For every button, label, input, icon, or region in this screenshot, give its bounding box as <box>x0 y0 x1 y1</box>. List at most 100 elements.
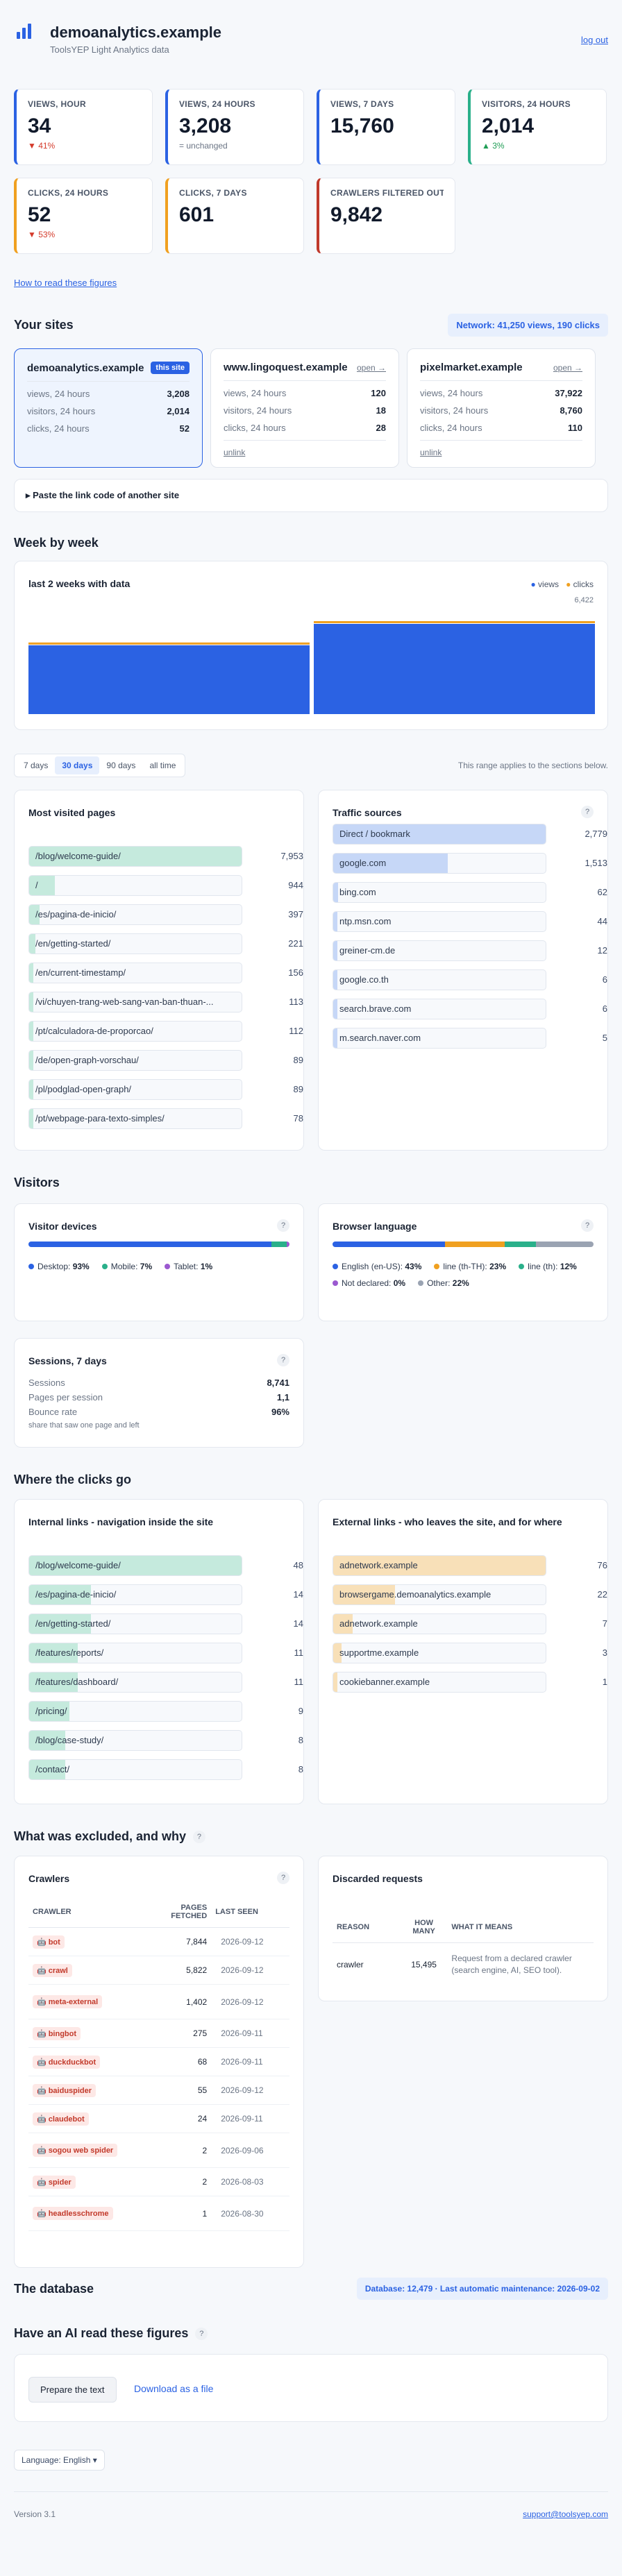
open-site-link[interactable]: open → <box>553 362 582 373</box>
bar-row[interactable]: /pl/podglad-open-graph/89 <box>28 1079 303 1100</box>
legend-item: line (th): 12% <box>519 1258 577 1275</box>
bar-row[interactable]: / 944 <box>28 875 303 896</box>
bar-row[interactable]: adnetwork.example 76 <box>333 1555 607 1576</box>
bar-row[interactable]: google.co.th 6 <box>333 969 607 990</box>
legend-pct: 0% <box>393 1278 406 1288</box>
chart-max-label: 6,422 <box>574 596 594 604</box>
site-card[interactable]: demoanalytics.example this site views, 24 … <box>14 348 203 468</box>
bar-row[interactable]: supportme.example 3 <box>333 1643 607 1663</box>
kpi-label: VISITORS, 24 HOURS <box>482 99 571 109</box>
legend-dot <box>519 1264 525 1269</box>
bar-row[interactable]: /es/pagina-de-inicio/14 <box>28 1584 303 1605</box>
bar-row[interactable]: /pricing/9 <box>28 1701 303 1722</box>
range-tab[interactable]: 30 days <box>55 756 100 774</box>
table-row: 🤖 baiduspider 55 2026-09-12 <box>28 2076 289 2105</box>
support-email-link[interactable]: support@toolsyep.com <box>523 2509 608 2519</box>
bar-fill <box>29 1109 34 1128</box>
weekly-chart-card: last 2 weeks with data ● views ● clicks … <box>14 561 608 730</box>
bar-row[interactable]: bing.com 62 <box>333 882 607 903</box>
unlink-site-link[interactable]: unlink <box>224 448 246 457</box>
help-icon[interactable]: ? <box>277 1219 289 1232</box>
range-tab[interactable]: all time <box>149 761 176 770</box>
kpi-card: VIEWS, HOUR 34 ▼ 41% <box>14 89 153 165</box>
bar-row[interactable]: adnetwork.example 7 <box>333 1613 607 1634</box>
bar-track <box>333 911 546 932</box>
bar-label: /es/pagina-de-inicio/ <box>35 1589 117 1600</box>
help-icon[interactable]: ? <box>277 1872 289 1884</box>
bar-row[interactable]: google.com 1,513 <box>333 853 607 874</box>
bar-value: 221 <box>288 938 303 949</box>
bar-row[interactable]: /contact/8 <box>28 1759 303 1780</box>
help-icon[interactable]: ? <box>192 1831 205 1843</box>
last-seen-cell: 2026-09-12 <box>221 1937 264 1947</box>
bar-row[interactable]: m.search.naver.com 5 <box>333 1028 607 1049</box>
download-file-link[interactable]: Download as a file <box>134 2383 214 2394</box>
bar-row[interactable]: greiner-cm.de 12 <box>333 940 607 961</box>
bar-row[interactable]: /blog/case-study/8 <box>28 1730 303 1751</box>
site-card[interactable]: www.lingoquest.example open → views, 24 ho… <box>210 348 399 468</box>
site-stat-label: views, 24 hours <box>27 389 90 399</box>
help-icon[interactable]: ? <box>195 2328 208 2340</box>
bar-row[interactable]: /es/pagina-de-inicio/397 <box>28 904 303 925</box>
how-to-read-link[interactable]: How to read these figures <box>14 278 117 288</box>
robot-icon: 🤖 <box>37 1998 47 2006</box>
help-icon[interactable]: ? <box>581 806 594 818</box>
bar-track <box>333 1643 546 1663</box>
bar-track <box>28 1701 242 1722</box>
bar-fill <box>29 1051 34 1070</box>
site-card[interactable]: pixelmarket.example open → views, 24 hours… <box>407 348 596 468</box>
bar-row[interactable]: search.brave.com 6 <box>333 999 607 1019</box>
bar-fill <box>29 847 242 866</box>
session-stat-row: Sessions 8,741 <box>28 1378 289 1388</box>
unlink-site-link[interactable]: unlink <box>420 448 442 457</box>
paste-link-code-toggle[interactable]: ▸ Paste the link code of another site <box>14 479 608 512</box>
bar-fill <box>29 1080 34 1099</box>
bar-value: 156 <box>288 967 303 978</box>
prepare-text-button[interactable]: Prepare the text <box>28 2377 117 2403</box>
bar-row[interactable]: /features/dashboard/11 <box>28 1672 303 1693</box>
robot-icon: 🤖 <box>37 2029 47 2038</box>
bar-row[interactable]: Direct / bookmark 2,779 <box>333 824 607 845</box>
bar-label: /blog/welcome-guide/ <box>35 1560 121 1570</box>
bar-value: 78 <box>293 1113 303 1124</box>
site-stat-value: 8,760 <box>560 405 582 416</box>
bar-row[interactable]: /pt/webpage-para-texto-simples/78 <box>28 1108 303 1129</box>
bar-row[interactable]: /de/open-graph-vorschau/89 <box>28 1050 303 1071</box>
legend-pct: 12% <box>560 1262 577 1271</box>
bar-row[interactable]: /blog/welcome-guide/48 <box>28 1555 303 1576</box>
bar-row[interactable]: /en/current-timestamp/156 <box>28 963 303 983</box>
bar-label: /vi/chuyen-trang-web-sang-van-ban-thuan-… <box>35 997 214 1007</box>
help-icon[interactable]: ? <box>277 1354 289 1366</box>
bar-track <box>333 1672 546 1693</box>
app-logo <box>14 21 35 44</box>
range-tab[interactable]: 7 days <box>24 761 49 770</box>
bar-row[interactable]: ntp.msn.com 44 <box>333 911 607 932</box>
table-header: PAGES FETCHED <box>171 1904 208 1920</box>
segment <box>271 1242 287 1247</box>
languages-legend: English (en-US): 43% line (th-TH): 23% lin… <box>333 1258 594 1291</box>
crawler-cell: 🤖 bingbot <box>28 2019 149 2048</box>
logout-link[interactable]: log out <box>580 35 608 45</box>
bar-row[interactable]: /en/getting-started/14 <box>28 1613 303 1634</box>
bar-track <box>28 1759 242 1780</box>
bar-row[interactable]: browsergame.demoanalytics.example 22 <box>333 1584 607 1605</box>
language-select[interactable]: Language: English ▾ <box>14 2450 105 2471</box>
help-icon[interactable]: ? <box>581 1219 594 1232</box>
range-tab[interactable]: 90 days <box>106 761 136 770</box>
views-bar <box>28 645 310 714</box>
robot-icon: 🤖 <box>37 1938 47 1947</box>
kpi-value: 601 <box>179 203 215 226</box>
bar-fill <box>333 1028 338 1048</box>
legend-label: line (th-TH): <box>443 1262 487 1271</box>
bar-row[interactable]: /features/reports/11 <box>28 1643 303 1663</box>
bar-row[interactable]: /pt/calculadora-de-proporcao/112 <box>28 1021 303 1042</box>
bar-row[interactable]: /en/getting-started/221 <box>28 933 303 954</box>
open-site-link[interactable]: open → <box>356 362 386 373</box>
segment <box>536 1242 594 1247</box>
bar-row[interactable]: /blog/welcome-guide/7,953 <box>28 846 303 867</box>
weekly-chart <box>28 621 595 714</box>
session-stat-value: 8,741 <box>267 1378 289 1388</box>
bar-row[interactable]: cookiebanner.example 1 <box>333 1672 607 1693</box>
bar-row[interactable]: /vi/chuyen-trang-web-sang-van-ban-thuan-… <box>28 992 303 1012</box>
pages-fetched-cell: 1,402 <box>186 1997 208 2007</box>
